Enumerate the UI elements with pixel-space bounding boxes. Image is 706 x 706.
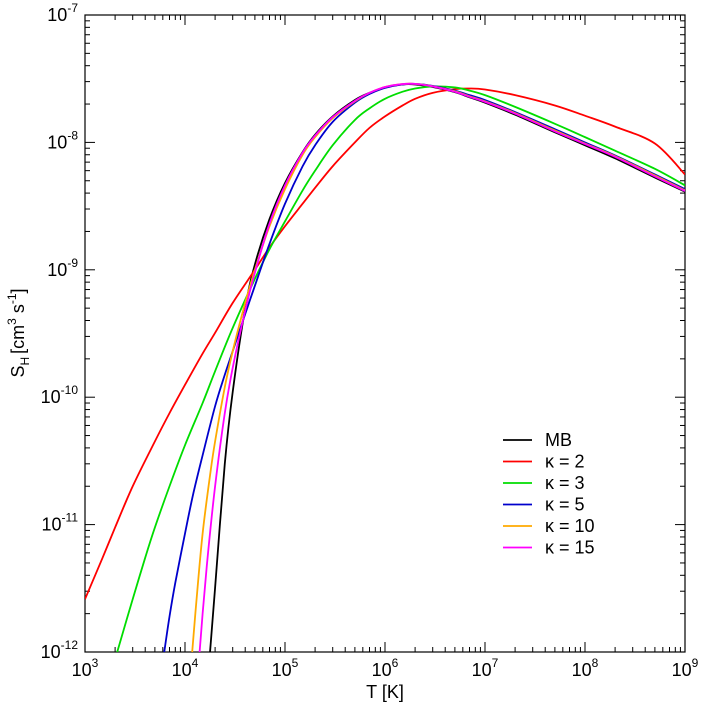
x-tick-label-exp: 3 <box>92 656 99 670</box>
series-line-0 <box>209 83 685 652</box>
x-tick-label-base: 10 <box>472 660 492 680</box>
y-tick-label-base: 10 <box>41 642 61 662</box>
y-axis-label-sub: H <box>18 357 32 366</box>
y-tick-label: 10-8 <box>47 128 78 152</box>
major-ticks <box>84 14 686 653</box>
y-tick-label-exp: -8 <box>67 128 78 142</box>
minor-ticks <box>85 15 685 652</box>
legend-label-0: MB <box>545 430 572 450</box>
x-tick-label-exp: 7 <box>492 656 499 670</box>
x-tick-label-exp: 9 <box>692 656 699 670</box>
series-line-5 <box>198 82 685 652</box>
legend-label-1: κ = 2 <box>545 452 585 472</box>
y-axis-label: SH [cm3 s-1] <box>5 288 32 377</box>
x-tick-label-base: 10 <box>272 660 292 680</box>
series-line-4 <box>191 82 685 652</box>
legend-label-5: κ = 15 <box>545 538 595 558</box>
series-line-2 <box>116 85 685 652</box>
legend-label-4: κ = 10 <box>545 516 595 536</box>
legend: MBκ = 2κ = 3κ = 5κ = 10κ = 15 <box>503 430 595 558</box>
x-tick-label-base: 10 <box>172 660 192 680</box>
y-tick-label-exp: -9 <box>67 256 78 270</box>
y-axis-label-unit-open: [cm <box>8 325 28 354</box>
y-axis-label-base: S <box>8 366 28 378</box>
x-tick-label-base: 10 <box>372 660 392 680</box>
y-axis-label-sup2: -1 <box>5 293 19 304</box>
x-tick-label: 105 <box>272 656 299 680</box>
series-line-3 <box>163 82 685 652</box>
x-tick-label-base: 10 <box>672 660 692 680</box>
y-tick-label-exp: -7 <box>67 1 78 15</box>
x-tick-labels: 103 104 105 106 107 108 109 <box>72 656 699 680</box>
x-axis-label: T [K] <box>366 682 404 702</box>
x-tick-label: 107 <box>472 656 499 680</box>
legend-label-2: κ = 3 <box>545 473 585 493</box>
series-line-1 <box>85 87 685 600</box>
x-tick-label: 106 <box>372 656 399 680</box>
y-tick-label-exp: -12 <box>61 638 79 652</box>
y-tick-label-exp: -10 <box>61 383 79 397</box>
y-axis-label-unit-close: ] <box>8 288 28 293</box>
y-axis-label-sup1: 3 <box>5 318 19 325</box>
plot-frame <box>84 14 686 653</box>
y-tick-label-base: 10 <box>41 387 61 407</box>
x-tick-label-base: 10 <box>572 660 592 680</box>
y-tick-label-base: 10 <box>47 5 67 25</box>
x-tick-label: 103 <box>72 656 99 680</box>
y-tick-label-base: 10 <box>42 515 62 535</box>
y-tick-label: 10-9 <box>47 256 78 280</box>
y-tick-label: 10-11 <box>42 511 79 535</box>
y-tick-label: 10-7 <box>47 1 78 25</box>
y-axis-label-mid: s <box>8 304 28 318</box>
x-tick-label: 109 <box>672 656 699 680</box>
y-tick-label-base: 10 <box>47 132 67 152</box>
legend-label-3: κ = 5 <box>545 495 585 515</box>
series-group <box>85 82 685 652</box>
x-tick-label-exp: 5 <box>292 656 299 670</box>
x-tick-label: 104 <box>172 656 199 680</box>
x-tick-label-exp: 8 <box>592 656 599 670</box>
y-tick-label-base: 10 <box>47 260 67 280</box>
y-tick-label-exp: -11 <box>62 511 79 525</box>
x-tick-label-base: 10 <box>72 660 92 680</box>
x-tick-label-exp: 6 <box>392 656 399 670</box>
y-tick-label: 10-12 <box>41 638 79 662</box>
x-tick-label: 108 <box>572 656 599 680</box>
x-tick-label-exp: 4 <box>192 656 199 670</box>
y-tick-label: 10-10 <box>41 383 79 407</box>
